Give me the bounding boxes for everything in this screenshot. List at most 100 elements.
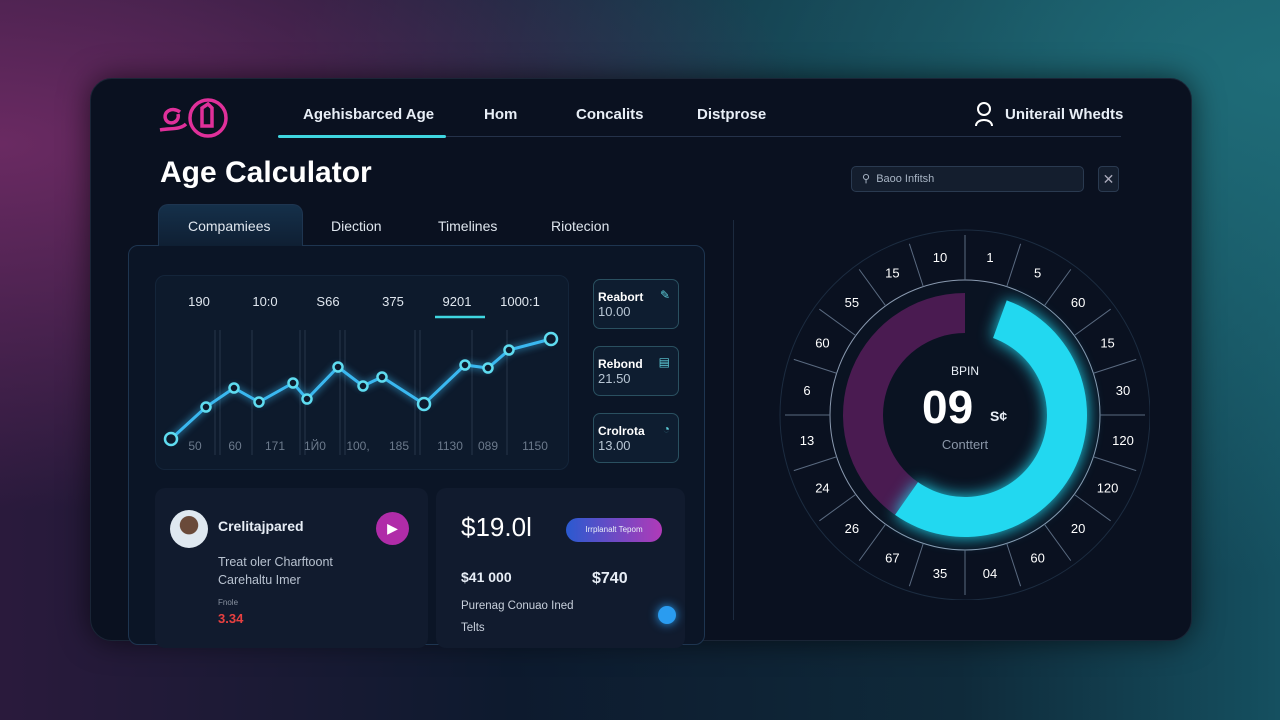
profile-small-label: Fnole	[218, 598, 239, 607]
gauge-value: 09	[922, 381, 974, 433]
gauge-sub: Conttert	[941, 437, 989, 452]
tab-riotecion[interactable]: Riotecion	[551, 218, 610, 234]
avatar	[170, 510, 208, 548]
ring-label: 5	[1034, 265, 1041, 280]
tab-compamiees[interactable]: Compamiees	[188, 218, 271, 234]
price-line2: Telts	[461, 622, 485, 634]
side-card-reabort[interactable]: Reabort 10.00 ✎	[593, 279, 679, 329]
ring-divider	[1043, 269, 1072, 307]
gauge-progress-arc	[895, 300, 1087, 537]
top-label: 9201	[443, 294, 472, 309]
nav-item-home[interactable]: Hom	[484, 106, 518, 123]
ring-label: 55	[845, 295, 859, 310]
search-placeholder: Baoo Infitsh	[876, 173, 935, 185]
side-card-value: 21.50	[598, 371, 631, 386]
user-icon[interactable]	[974, 101, 994, 127]
data-point[interactable]	[376, 371, 388, 383]
ring-label: 13	[800, 433, 814, 448]
bottom-label: 50	[188, 439, 202, 453]
data-point[interactable]	[416, 396, 432, 412]
data-point[interactable]	[482, 362, 494, 374]
tab-diection[interactable]: Diection	[331, 218, 382, 234]
ring-label: 35	[933, 566, 947, 581]
ring-label: 120	[1097, 481, 1119, 496]
search-input[interactable]: ⚲ Baoo Infitsh	[851, 166, 1084, 192]
top-label: 10:0	[252, 294, 277, 309]
data-point[interactable]	[200, 401, 212, 413]
ring-divider	[858, 523, 887, 561]
ring-divider	[819, 493, 857, 522]
close-button[interactable]: ✕	[1098, 166, 1119, 192]
side-card-rebond[interactable]: Rebond 21.50 ▤	[593, 346, 679, 396]
ring-divider	[1073, 493, 1111, 522]
profile-line1: Treat oler Charftoont	[218, 555, 333, 569]
profile-value: 3.34	[218, 611, 244, 626]
data-point[interactable]	[163, 431, 179, 447]
gauge-outer-ring	[779, 229, 1150, 600]
data-point[interactable]	[357, 380, 369, 392]
ring-label: 04	[983, 566, 997, 581]
gauge-unit: S¢	[990, 408, 1008, 424]
ring-label: 6	[803, 383, 810, 398]
data-point[interactable]	[459, 359, 471, 371]
bottom-label: 60	[228, 439, 242, 453]
profile-name: Crelitajpared	[218, 518, 304, 534]
nav-item-distprose[interactable]: Distprose	[697, 106, 767, 123]
logo-icon[interactable]	[158, 96, 230, 140]
price-value: $19.0l	[461, 512, 532, 542]
side-card-label: Reabort	[598, 290, 644, 304]
data-point[interactable]	[332, 361, 344, 373]
ring-label: 30	[1116, 383, 1130, 398]
ring-label: 1	[986, 250, 993, 265]
ring-divider	[1093, 358, 1137, 374]
amount-1: $41 000	[461, 569, 512, 585]
chat-bubble-button[interactable]	[658, 606, 676, 624]
gauge-label: BPIN	[950, 364, 979, 378]
bottom-label: 1Й0	[304, 438, 326, 453]
data-point[interactable]	[253, 396, 265, 408]
line-chart	[155, 275, 569, 470]
ring-label: 67	[885, 551, 899, 566]
ring-label: 10	[933, 250, 947, 265]
data-point[interactable]	[287, 377, 299, 389]
ring-divider	[1073, 308, 1111, 337]
bottom-label: 171	[265, 439, 285, 453]
nav-active-indicator	[278, 135, 446, 138]
amount-2: $740	[592, 570, 628, 587]
data-point[interactable]	[503, 344, 515, 356]
top-label: 1000:1	[500, 294, 540, 309]
data-point[interactable]	[228, 382, 240, 394]
top-label: 375	[382, 294, 404, 309]
ring-label: 26	[845, 521, 859, 536]
nav-item-age[interactable]: Agehisbarced Age	[303, 106, 435, 123]
implement-button[interactable]: Irrplanalt Tepom	[566, 518, 662, 542]
ring-label: 120	[1112, 433, 1134, 448]
play-button[interactable]: ▶	[376, 512, 409, 545]
nav-item-concalits[interactable]: Concalits	[576, 106, 644, 123]
nav-divider	[278, 136, 1121, 137]
price-line1: Purenag Conuao Ined	[461, 600, 574, 612]
ring-label: 20	[1071, 521, 1085, 536]
gauge-secondary-arc	[843, 293, 965, 515]
bottom-label: 1130	[437, 439, 463, 453]
side-card-value: 10.00	[598, 304, 631, 319]
bottom-label: 089	[478, 439, 498, 453]
ring-divider	[908, 243, 924, 287]
ring-divider	[1006, 543, 1022, 587]
data-point[interactable]	[301, 393, 313, 405]
data-point[interactable]	[543, 331, 559, 347]
ring-divider	[1006, 243, 1022, 287]
user-name[interactable]: Uniterail Whedts	[1005, 106, 1124, 123]
vertical-divider	[733, 220, 734, 620]
ring-divider	[819, 308, 857, 337]
ring-label: 15	[885, 265, 899, 280]
ring-divider	[1043, 523, 1072, 561]
side-card-crolrota[interactable]: Crolrota 13.00 ◔	[593, 413, 679, 463]
bottom-label: 185	[389, 439, 409, 453]
tab-timelines[interactable]: Timelines	[438, 218, 498, 234]
ring-label: 15	[1100, 335, 1114, 350]
ring-divider	[793, 358, 837, 374]
ring-divider	[858, 269, 887, 307]
side-card-label: Crolrota	[598, 424, 645, 438]
